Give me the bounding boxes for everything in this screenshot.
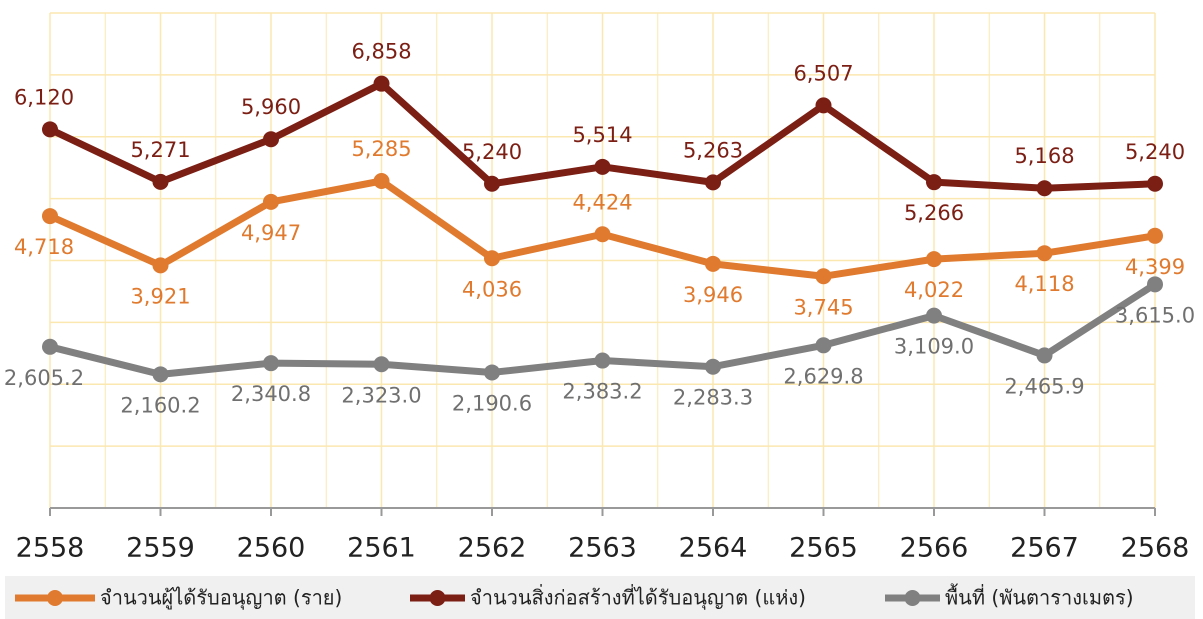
point [594, 158, 611, 175]
data-label: 4,718 [14, 235, 74, 259]
data-label: 3,921 [130, 284, 190, 308]
point [263, 193, 279, 210]
point [705, 358, 721, 375]
data-label: 4,118 [1014, 272, 1074, 296]
data-label: 2,283.3 [673, 386, 753, 410]
data-label: 6,120 [14, 85, 74, 109]
point [373, 172, 390, 189]
legend-box [5, 576, 1195, 619]
point [263, 131, 279, 148]
data-label: 5,240 [1125, 140, 1185, 164]
point [484, 364, 500, 381]
data-label: 6,858 [351, 40, 411, 64]
data-label: 5,271 [130, 138, 190, 162]
x-tick-label: 2559 [126, 533, 195, 564]
data-label: 5,514 [572, 123, 632, 147]
point [1036, 347, 1053, 364]
data-label: 2,605.2 [4, 366, 84, 390]
x-tick-label: 2564 [679, 533, 748, 564]
legend-marker [47, 590, 63, 606]
point [373, 75, 390, 92]
point [1147, 227, 1163, 244]
data-label: 5,960 [241, 95, 301, 119]
point [42, 338, 58, 355]
point [815, 337, 832, 354]
x-tick-label: 2568 [1121, 533, 1190, 564]
data-label: 5,168 [1014, 144, 1074, 168]
data-label: 2,190.6 [452, 391, 532, 415]
data-label: 2,160.2 [120, 393, 200, 417]
point [594, 226, 611, 243]
data-label: 4,399 [1125, 255, 1185, 279]
point [152, 257, 169, 274]
point [926, 251, 942, 268]
x-tick-label: 2560 [237, 533, 306, 564]
point [42, 121, 58, 138]
x-tick-label: 2566 [900, 533, 969, 564]
data-label: 4,424 [572, 190, 632, 214]
point [1147, 175, 1163, 192]
data-label: 3,615.0 [1115, 303, 1195, 327]
point [815, 97, 832, 114]
x-tick-label: 2562 [458, 533, 527, 564]
point [42, 208, 58, 225]
x-tick-label: 2567 [1010, 533, 1079, 564]
point [1036, 245, 1053, 262]
legend-label: จำนวนสิ่งก่อสร้างที่ได้รับอนุญาต (แห่ง) [470, 584, 806, 611]
x-tick-label: 2565 [789, 533, 858, 564]
data-label: 2,465.9 [1004, 374, 1084, 398]
point [484, 250, 500, 267]
point [926, 307, 942, 324]
point [705, 255, 721, 272]
point [1036, 180, 1053, 197]
data-label: 2,323.0 [341, 383, 421, 407]
point [263, 355, 279, 372]
data-label: 5,285 [351, 137, 411, 161]
data-label: 4,947 [241, 221, 301, 245]
point [594, 352, 611, 369]
data-label: 5,240 [462, 140, 522, 164]
point [815, 268, 832, 285]
point [926, 174, 942, 191]
x-tick-label: 2563 [568, 533, 637, 564]
data-label: 2,629.8 [783, 364, 863, 388]
legend-label: จำนวนผู้ได้รับอนุญาต (ราย) [100, 586, 342, 611]
data-label: 3,946 [683, 283, 743, 307]
data-label: 3,109.0 [894, 335, 974, 359]
x-tick-label: 2558 [16, 533, 85, 564]
legend-marker [904, 590, 921, 606]
point [705, 174, 721, 191]
data-label: 5,263 [683, 138, 743, 162]
x-tick-label: 2561 [347, 533, 416, 564]
data-label: 3,745 [793, 295, 853, 319]
point [152, 173, 169, 190]
point [152, 366, 169, 383]
legend-marker [429, 590, 446, 606]
data-label: 6,507 [793, 61, 853, 85]
point [484, 175, 500, 192]
data-label: 4,022 [904, 278, 964, 302]
data-label: 4,036 [462, 277, 522, 301]
data-label: 2,340.8 [231, 382, 311, 406]
point [373, 356, 390, 373]
data-label: 2,383.2 [562, 380, 642, 404]
data-label: 5,266 [904, 201, 964, 225]
legend-label: พื้นที่ (พันตารางเมตร) [945, 584, 1134, 610]
point [1147, 276, 1163, 293]
